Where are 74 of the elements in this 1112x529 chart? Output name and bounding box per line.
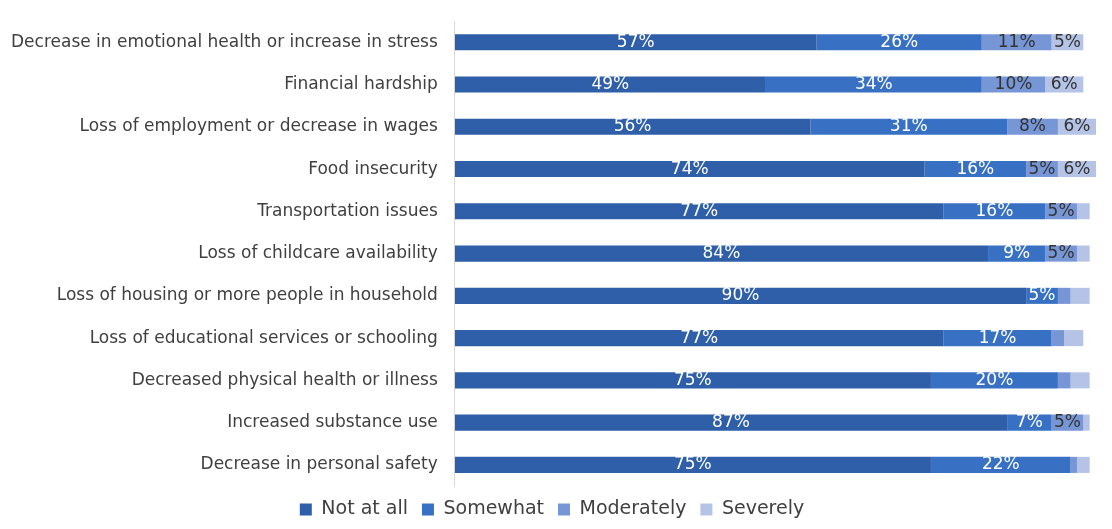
data-label: 10% [994, 73, 1033, 93]
bar [454, 372, 931, 389]
bar [1076, 456, 1090, 473]
bar [1076, 203, 1090, 220]
y-tick-label: Financial hardship [284, 73, 438, 93]
data-label: 75% [673, 368, 712, 389]
data-label: 57% [616, 30, 655, 51]
bar [810, 118, 1008, 135]
data-label: 9% [1003, 242, 1031, 263]
bar [1070, 372, 1090, 389]
bar [454, 330, 944, 347]
bar [454, 34, 817, 51]
bar [454, 76, 766, 93]
bar [1057, 372, 1071, 389]
y-tick-label: Decreased physical health or illness [131, 368, 438, 389]
legend-label: Moderately [579, 496, 687, 519]
y-tick-label: Decrease in personal safety [200, 453, 438, 474]
y-tick-label: Loss of educational services or schooling [89, 326, 438, 347]
bar [1070, 456, 1077, 473]
bar [765, 76, 982, 93]
data-label: 77% [680, 199, 719, 220]
data-label: 56% [613, 115, 652, 136]
data-label: 77% [680, 326, 719, 347]
data-label: 16% [956, 157, 995, 178]
bar [930, 456, 1071, 473]
y-tick-label: Food insecurity [308, 157, 438, 178]
y-tick-label: Loss of housing or more people in household [56, 284, 438, 305]
bar [1083, 414, 1090, 431]
bar [454, 203, 944, 220]
y-tick-label: Loss of childcare availability [198, 242, 438, 263]
data-label: 5% [1053, 411, 1081, 432]
data-label: 16% [975, 199, 1014, 220]
bar [1064, 330, 1084, 347]
data-label: 11% [997, 30, 1036, 51]
data-label: 75% [673, 453, 712, 474]
data-label: 34% [854, 73, 893, 93]
bar [1076, 245, 1090, 262]
data-label: 84% [702, 242, 741, 263]
data-label: 49% [591, 73, 630, 93]
bar [454, 287, 1027, 304]
bar [816, 34, 982, 51]
y-tick-label: Loss of employment or decrease in wages [79, 115, 438, 136]
data-label: 7% [1015, 411, 1043, 432]
bar [454, 161, 925, 178]
data-label: 6% [1063, 115, 1091, 136]
data-label: 6% [1063, 157, 1091, 178]
y-tick-label: Increased substance use [227, 411, 438, 432]
bar [1070, 287, 1090, 304]
bar [454, 414, 1008, 431]
data-label: 26% [880, 30, 919, 51]
data-label: 90% [721, 284, 760, 305]
data-label: 5% [1047, 242, 1075, 263]
data-label: 22% [981, 453, 1020, 474]
legend-label: Somewhat [443, 496, 545, 519]
y-tick-label: Decrease in emotional health or increase in stress [10, 30, 438, 51]
data-label: 5% [1028, 284, 1056, 305]
data-label: 17% [978, 326, 1017, 347]
data-label: 6% [1050, 73, 1078, 93]
legend-label: Not at all [321, 496, 408, 519]
data-label: 20% [975, 368, 1014, 389]
data-label: 31% [889, 115, 928, 136]
data-label: 5% [1047, 199, 1075, 220]
bar [1051, 330, 1065, 347]
data-label: 5% [1053, 30, 1081, 51]
data-label: 8% [1019, 115, 1047, 136]
legend-label: Severely [721, 496, 805, 519]
bar [454, 456, 931, 473]
data-label: 74% [670, 157, 709, 178]
y-tick-label: Transportation issues [256, 199, 438, 220]
data-label: 5% [1028, 157, 1056, 178]
bar [454, 245, 989, 262]
bar [454, 118, 811, 135]
data-label: 87% [712, 411, 750, 432]
bar [1057, 287, 1071, 304]
